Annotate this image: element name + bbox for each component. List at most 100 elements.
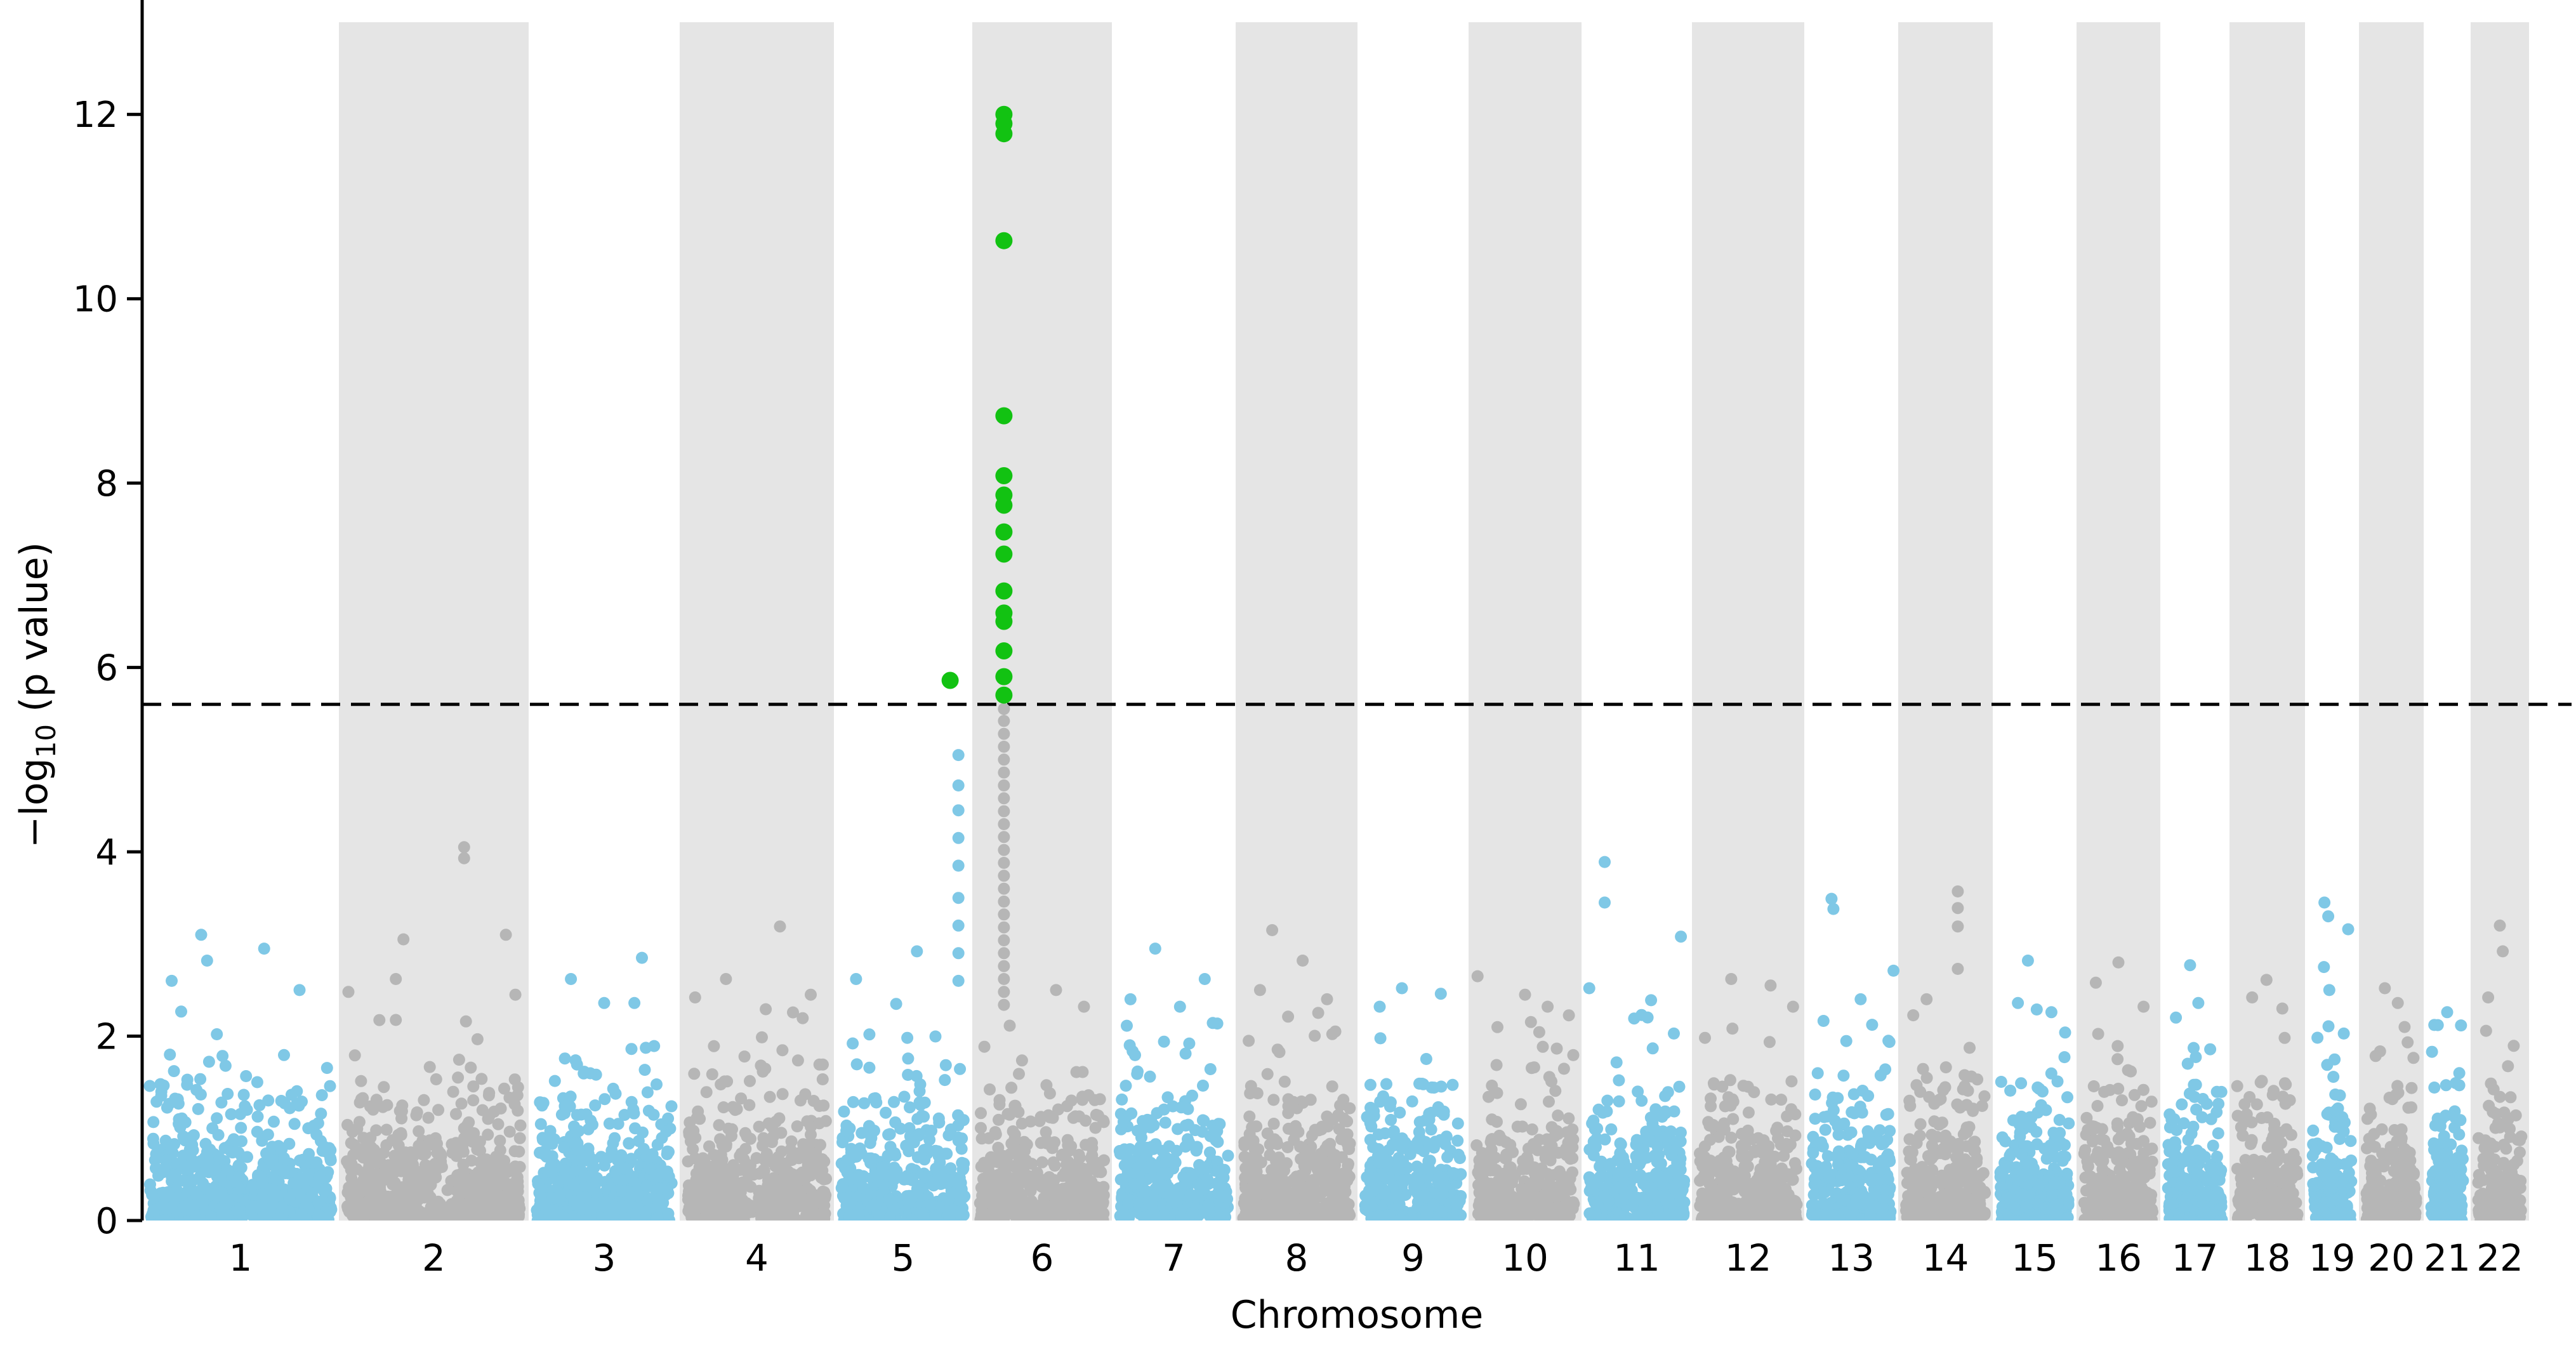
scatter-point [539,1203,552,1215]
scatter-point [365,1141,378,1153]
scatter-point [1249,1142,1261,1155]
scatter-point [1011,1144,1024,1156]
chromosome-band [1692,22,1804,1221]
scatter-point [1267,1094,1280,1106]
scatter-point [863,1061,876,1074]
scatter-point [1040,1079,1053,1092]
scatter-point [722,1191,735,1203]
scatter-point [1533,1026,1545,1038]
scatter-point [1048,1160,1061,1172]
scatter-point [215,1096,228,1109]
scatter-point [858,1097,871,1109]
scatter-point [1527,1184,1540,1196]
scatter-point [172,1097,185,1110]
scatter-point [721,1075,734,1088]
scatter-point [232,1159,245,1172]
scatter-point [1367,1141,1380,1153]
scatter-point [412,1177,425,1190]
scatter-point [1217,1190,1229,1203]
scatter-point [1128,1178,1141,1190]
scatter-point [1436,1205,1448,1218]
scatter-point [202,1056,215,1068]
scatter-point [640,1179,653,1192]
scatter-peak-point [1542,1000,1554,1013]
scatter-point [1394,1106,1406,1119]
scatter-point [552,1175,564,1188]
scatter-point [603,1117,616,1130]
scatter-point [454,1141,466,1153]
scatter-point [1001,1108,1014,1120]
scatter-point [725,1130,737,1142]
scatter-point [1158,1035,1170,1048]
scatter-peak-point [390,973,402,985]
scatter-point [939,1148,951,1160]
scatter-peak-point [998,998,1010,1011]
scatter-point [1160,1153,1172,1166]
scatter-peak-point [850,973,862,985]
scatter-point [213,1152,226,1165]
scatter-peak-point [1253,984,1266,996]
scatter-point [1179,1119,1192,1132]
scatter-point [511,1211,524,1221]
scatter-point [1237,1212,1250,1221]
scatter-point [638,1064,651,1076]
scatter-point [219,1214,232,1221]
scatter-point [607,1137,619,1149]
scatter-peak-point [166,974,178,987]
scatter-point [1299,1193,1312,1205]
scatter-point [441,1184,454,1196]
scatter-peak-point [1675,930,1688,943]
scatter-point [324,1154,337,1167]
scatter-point [1491,1116,1503,1128]
scatter-point [884,1211,897,1221]
scatter-point [918,1171,931,1184]
scatter-point [776,1173,788,1186]
scatter-point [228,1144,241,1157]
chromosome-band [1898,22,1993,1221]
scatter-point [173,1113,185,1125]
scatter-point [467,1080,480,1093]
scatter-peak-point [458,841,470,854]
scatter-point [190,1186,202,1198]
chromosome-band [680,22,834,1221]
scatter-point [284,1102,296,1115]
scatter-point [513,1145,525,1158]
scatter-point [225,1108,237,1120]
scatter-point [261,1128,274,1141]
scatter-point [1161,1091,1174,1104]
scatter-point [817,1186,829,1198]
scatter-point [1186,1089,1198,1102]
scatter-point [1661,1086,1674,1099]
scatter-point [898,1090,911,1103]
scatter-point [1182,1102,1194,1115]
scatter-point [1641,1011,1654,1024]
scatter-point [1243,1183,1256,1196]
scatter-point [1620,1187,1633,1200]
scatter-point [578,1170,591,1182]
scatter-point [1539,1145,1552,1158]
scatter-point [475,1073,488,1085]
scatter-point [194,1073,207,1085]
scatter-point [373,1014,386,1026]
scatter-point [1287,1095,1300,1108]
scatter-points-layer [143,105,2528,1221]
scatter-point [1073,1149,1085,1161]
scatter-point [1527,1138,1540,1150]
scatter-point [1335,1151,1348,1163]
scatter-point [249,1200,261,1213]
scatter-point [310,1156,323,1168]
scatter-point [450,1108,462,1120]
scatter-point [241,1151,253,1163]
scatter-point [888,1095,900,1108]
scatter-point [1005,1082,1018,1094]
scatter-point [1359,1189,1372,1202]
scatter-point [857,1182,870,1194]
scatter-point [431,1137,443,1150]
scatter-point [1372,1210,1385,1221]
scatter-point [651,1078,663,1090]
scatter-point [993,1094,1006,1106]
scatter-peak-point [1266,924,1279,936]
scatter-peak-point [911,945,923,958]
scatter-point [1447,1167,1460,1179]
scatter-point [433,1158,446,1170]
